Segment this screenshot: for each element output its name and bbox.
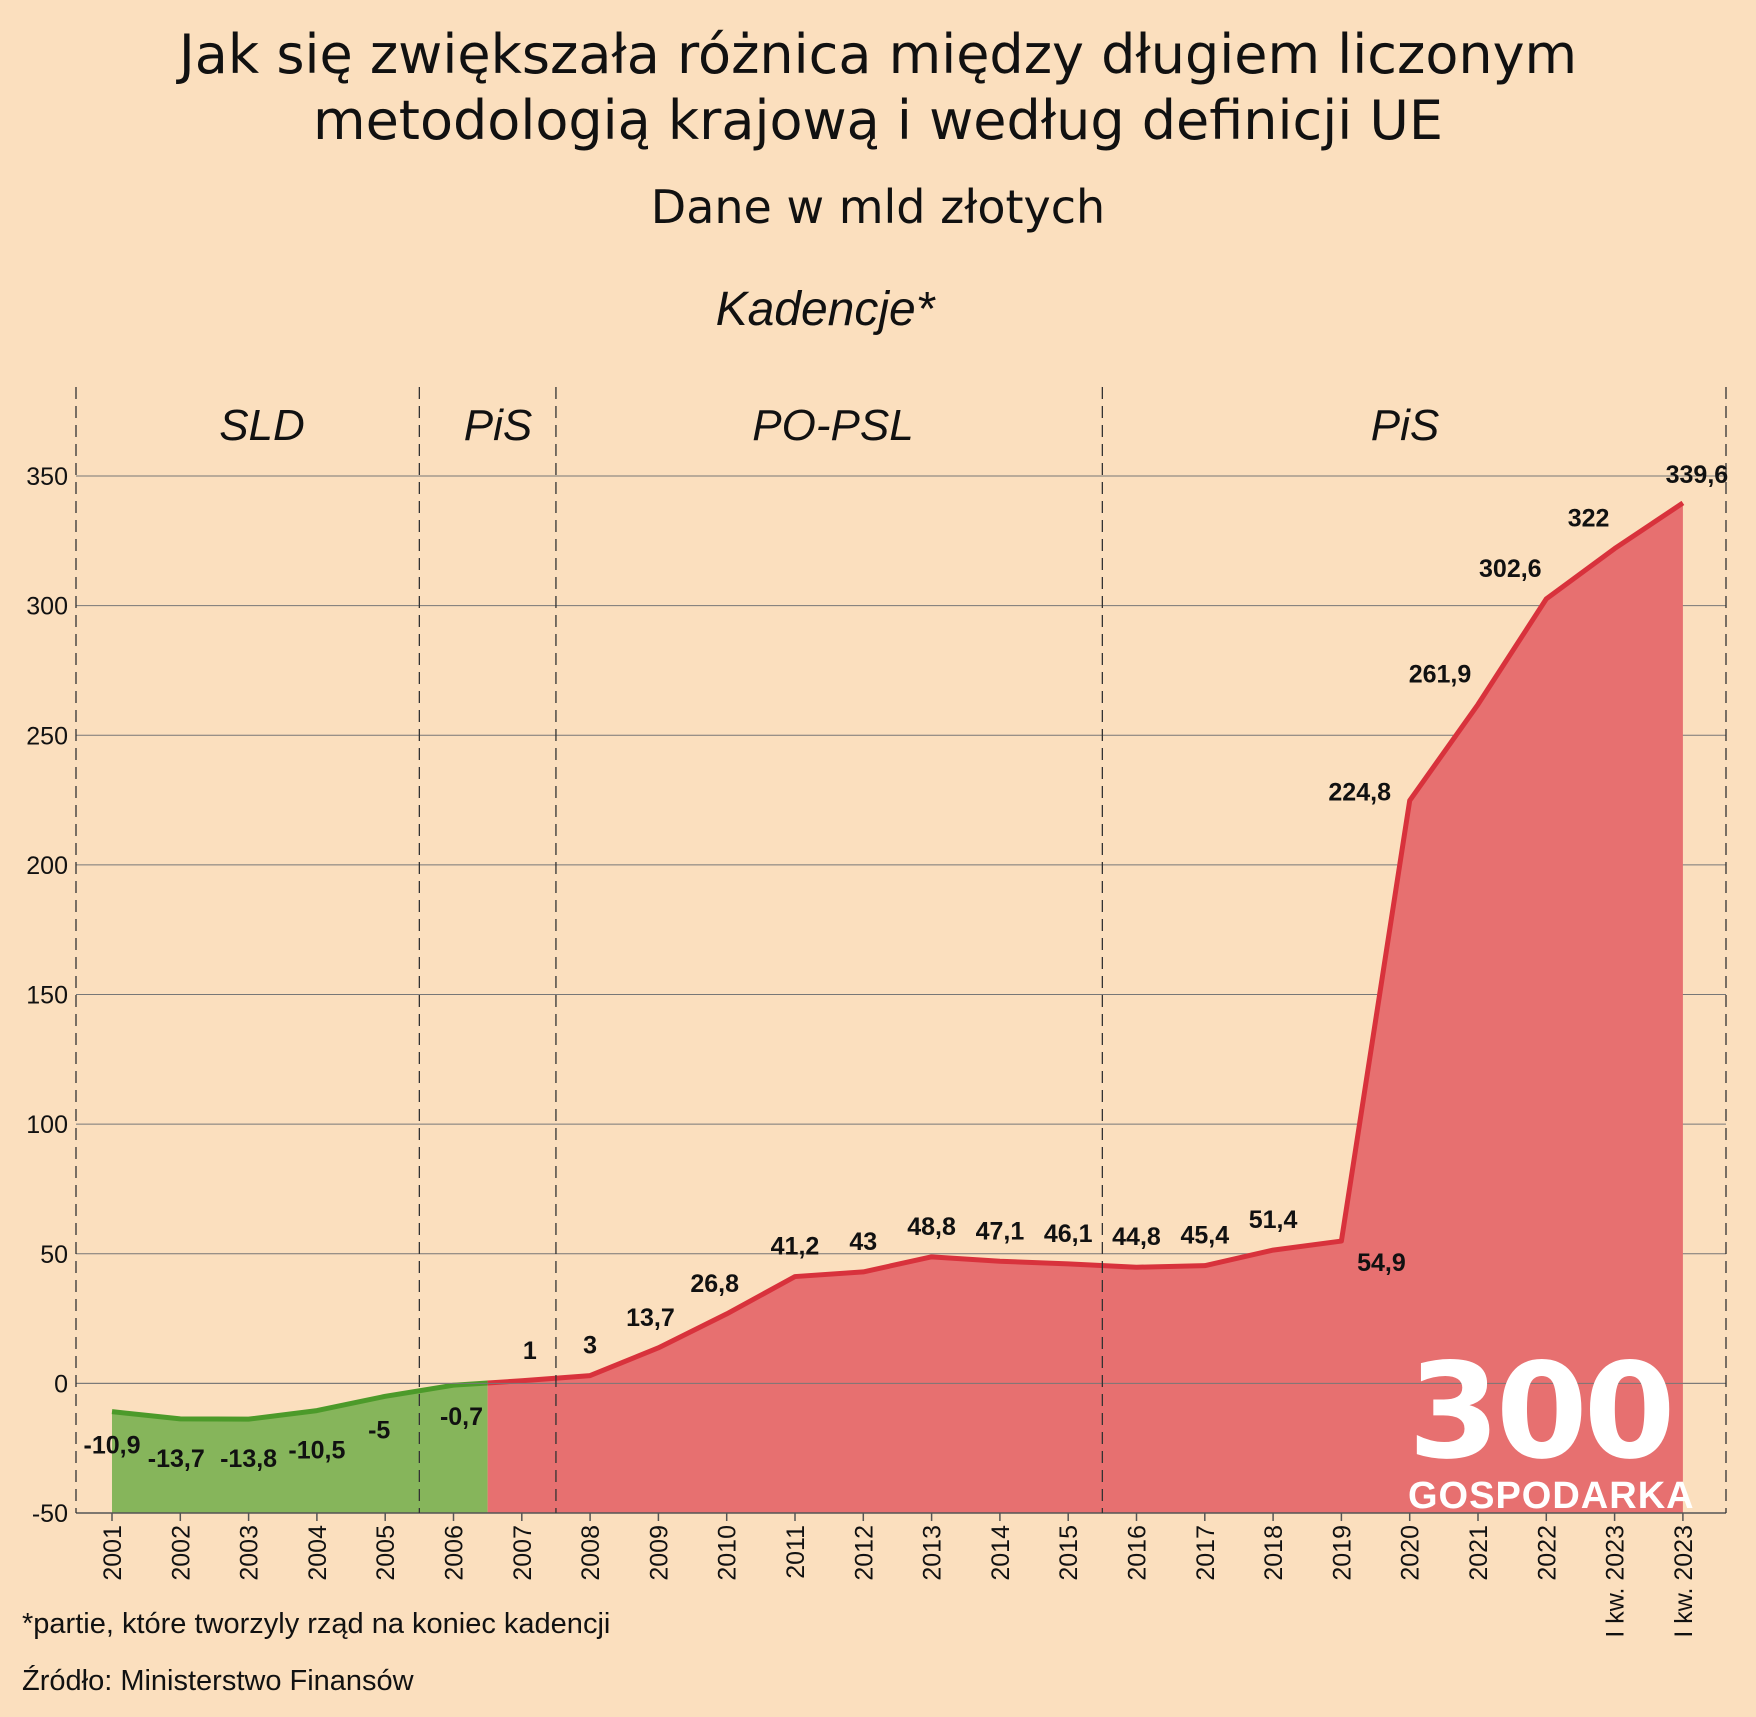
x-tick-label: 2013 bbox=[919, 1525, 947, 1581]
positive-line bbox=[487, 500, 1685, 1386]
y-tick-label: 50 bbox=[40, 1241, 68, 1269]
data-label: -0,7 bbox=[440, 1403, 483, 1431]
terms-title: Kadencje* bbox=[715, 283, 935, 336]
y-tick-label: 100 bbox=[26, 1111, 68, 1139]
data-label: 54,9 bbox=[1357, 1249, 1406, 1277]
x-tick-label: 2010 bbox=[714, 1525, 742, 1581]
negative-line bbox=[111, 1380, 488, 1422]
term-label-3: PiS bbox=[1371, 401, 1439, 450]
data-label: 51,4 bbox=[1249, 1206, 1298, 1234]
data-label: 13,7 bbox=[626, 1304, 675, 1332]
y-tick-label: 300 bbox=[26, 593, 68, 621]
x-tick-label: 2017 bbox=[1192, 1525, 1220, 1581]
x-tick-label: 2006 bbox=[441, 1525, 469, 1581]
x-tick-label: 2004 bbox=[304, 1525, 332, 1581]
source-note: Źródło: Ministerstwo Finansów bbox=[22, 1665, 414, 1697]
data-label: 41,2 bbox=[771, 1233, 820, 1261]
term-label-2: PO-PSL bbox=[752, 401, 913, 450]
data-label: 26,8 bbox=[690, 1270, 739, 1298]
data-label: 224,8 bbox=[1328, 779, 1391, 807]
x-tick-label: I kw. 2023 bbox=[1670, 1525, 1698, 1638]
x-tick-label: 2016 bbox=[1124, 1525, 1152, 1581]
chart-subtitle: Dane w mld złotych bbox=[650, 180, 1106, 234]
x-tick-label: 2014 bbox=[987, 1525, 1015, 1581]
y-tick-label: -50 bbox=[32, 1500, 68, 1528]
data-label: 322 bbox=[1568, 505, 1610, 533]
x-tick-label: 2021 bbox=[1465, 1525, 1493, 1581]
data-label: 339,6 bbox=[1666, 461, 1729, 489]
x-tick-label: 2005 bbox=[372, 1525, 400, 1581]
term-label-0: SLD bbox=[219, 401, 305, 450]
x-tick-label: 2003 bbox=[236, 1525, 264, 1581]
data-label: 3 bbox=[583, 1332, 597, 1360]
x-tick-label: 2011 bbox=[782, 1525, 810, 1579]
data-label: 45,4 bbox=[1180, 1222, 1229, 1250]
data-label: -10,5 bbox=[288, 1437, 345, 1465]
x-tick-label: 2018 bbox=[1260, 1525, 1288, 1581]
y-tick-label: 250 bbox=[26, 722, 68, 750]
brand-logo: 300 GOSPODARKA bbox=[1408, 1335, 1695, 1517]
chart-title: Jak się zwiększała różnica między długie… bbox=[0, 22, 1756, 154]
data-label: -5 bbox=[368, 1416, 390, 1444]
data-label: -13,7 bbox=[148, 1445, 205, 1473]
data-label: 46,1 bbox=[1044, 1220, 1093, 1248]
x-tick-label: 2001 bbox=[99, 1525, 127, 1581]
chart-title-line-1: Jak się zwiększała różnica między długie… bbox=[178, 23, 1578, 86]
x-tick-label: 2015 bbox=[1055, 1525, 1083, 1581]
data-label: 1 bbox=[523, 1337, 537, 1365]
term-label-1: PiS bbox=[464, 401, 532, 450]
data-label: 44,8 bbox=[1112, 1223, 1161, 1251]
negative-area bbox=[112, 1382, 488, 1513]
x-tick-label: 2012 bbox=[850, 1525, 878, 1581]
x-tick-label: 2020 bbox=[1397, 1525, 1425, 1581]
logo-word: GOSPODARKA bbox=[1408, 1475, 1695, 1517]
data-label: 261,9 bbox=[1409, 660, 1472, 688]
data-label: -10,9 bbox=[84, 1432, 141, 1460]
x-tick-label: I kw. 2023 bbox=[1602, 1525, 1630, 1638]
logo-number: 300 bbox=[1408, 1335, 1676, 1489]
footnote: *partie, które tworzyly rząd na koniec k… bbox=[22, 1608, 611, 1640]
x-tick-label: 2022 bbox=[1533, 1525, 1561, 1581]
x-tick-label: 2008 bbox=[577, 1525, 605, 1581]
y-tick-label: 200 bbox=[26, 852, 68, 880]
positive-area bbox=[487, 502, 1683, 1513]
data-label: 302,6 bbox=[1479, 555, 1542, 583]
data-label: 48,8 bbox=[907, 1213, 956, 1241]
x-tick-label: 2002 bbox=[167, 1525, 195, 1581]
data-label: 43 bbox=[849, 1228, 877, 1256]
y-tick-label: 150 bbox=[26, 982, 68, 1010]
x-tick-label: 2009 bbox=[645, 1525, 673, 1581]
x-tick-label: 2007 bbox=[509, 1525, 537, 1581]
x-tick-label: 2019 bbox=[1328, 1525, 1356, 1581]
chart-title-line-2: metodologią krajową i według definicji U… bbox=[312, 89, 1444, 152]
data-label: 47,1 bbox=[976, 1217, 1025, 1245]
y-tick-label: 0 bbox=[54, 1370, 68, 1398]
data-label: -13,8 bbox=[220, 1445, 277, 1473]
y-tick-label: 350 bbox=[26, 463, 68, 491]
